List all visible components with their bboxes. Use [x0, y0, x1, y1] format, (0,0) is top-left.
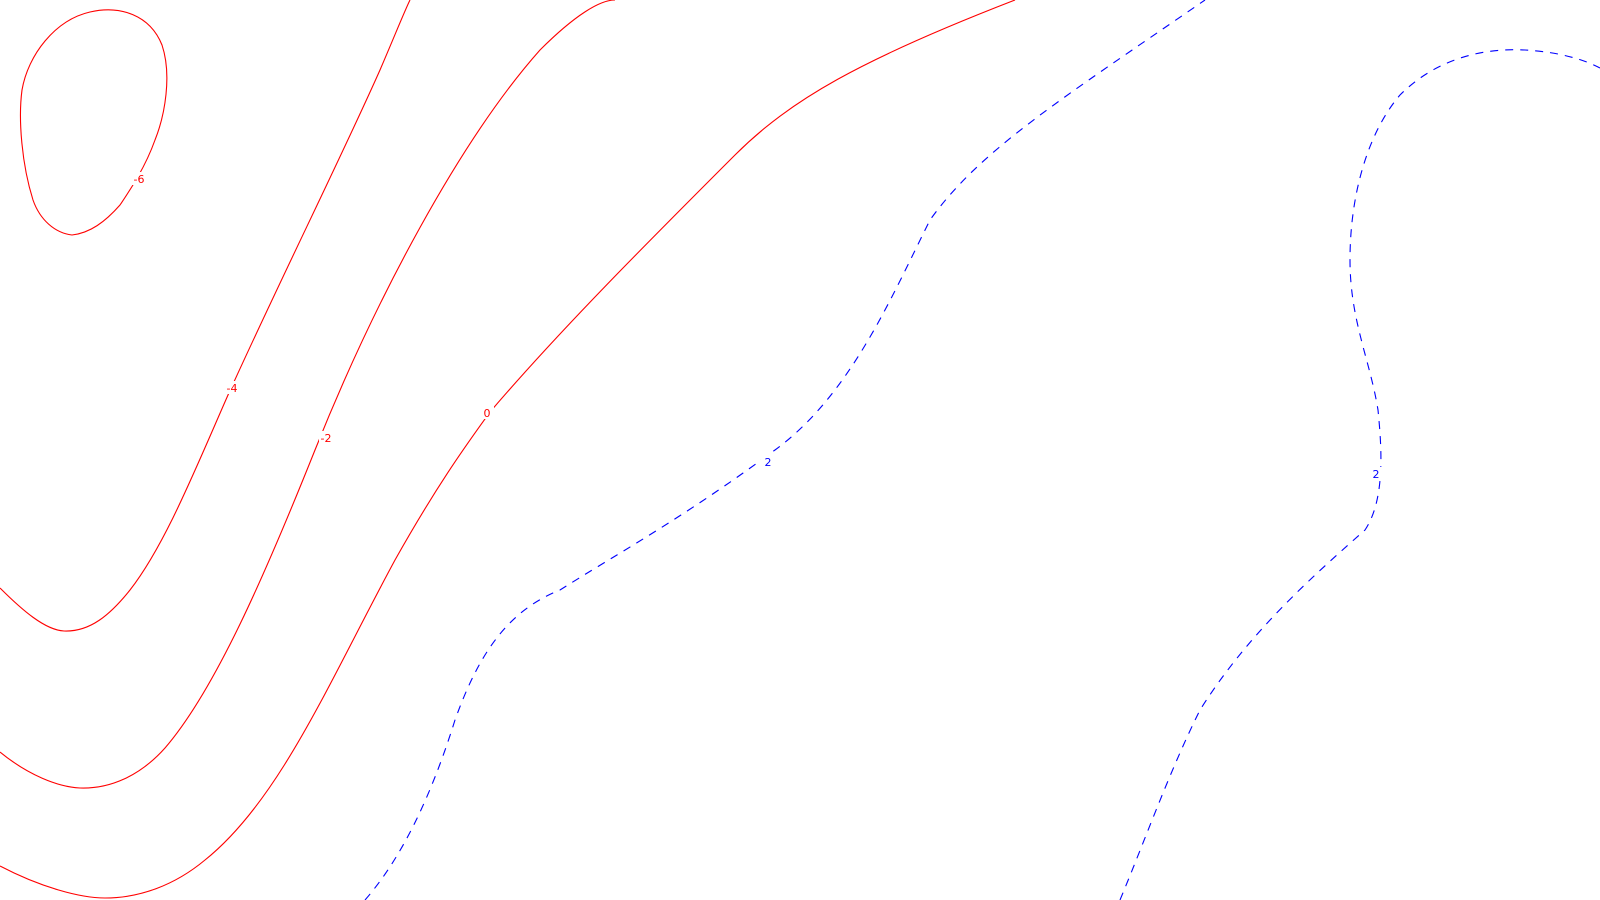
contour-label-background	[1369, 467, 1383, 480]
contour-line-positive-4	[364, 0, 1206, 900]
contour-labels: -6 -4 -2 0 2 2	[132, 172, 1383, 481]
contour-line-negative-3	[0, 0, 1016, 899]
contour-label-2: -2	[321, 432, 332, 445]
contour-label-background	[319, 431, 333, 444]
contour-label-1: -4	[227, 382, 238, 395]
contour-line-negative-1	[0, 0, 411, 632]
contour-line-negative-2	[0, 0, 616, 789]
contour-label-4: 2	[765, 456, 772, 469]
contour-label-3: 0	[484, 407, 491, 420]
contour-label-background	[480, 406, 494, 419]
contour-label-5: 2	[1373, 468, 1380, 481]
contour-label-background	[225, 381, 239, 394]
contour-label-0: -6	[134, 173, 145, 186]
contour-label-background	[132, 172, 146, 185]
contour-line-negative-0	[19, 9, 168, 236]
contour-line-positive-5	[1119, 49, 1600, 900]
contour-label-background	[761, 455, 775, 468]
